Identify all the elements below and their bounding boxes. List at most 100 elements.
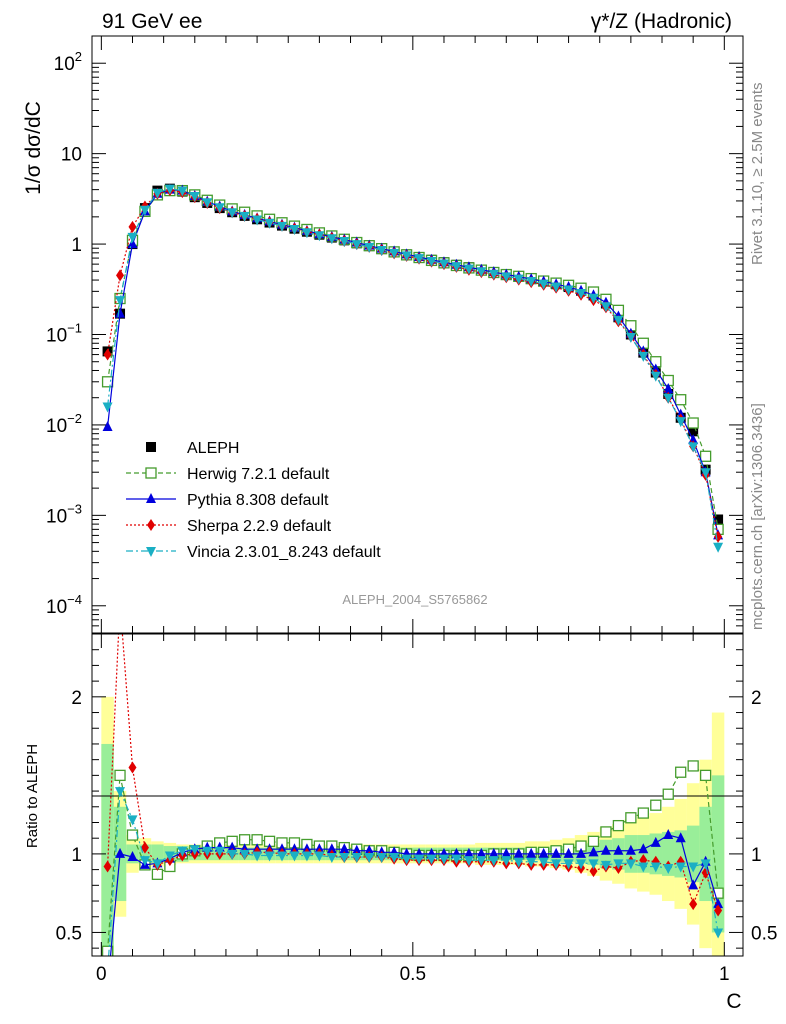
main-y-axis-title: 1/σ dσ/dC: [22, 101, 45, 195]
ratio-point: [588, 846, 599, 857]
ratio-point: [501, 856, 512, 867]
data-point: [526, 277, 537, 288]
legend-item: Pythia 8.308 default: [126, 492, 329, 509]
data-point: [202, 198, 213, 209]
data-point: [314, 231, 325, 242]
ratio-point: [663, 864, 674, 875]
ratio-point: [476, 847, 487, 858]
ratio-point: [587, 835, 600, 847]
ratio-point: [277, 851, 288, 862]
ratio-point: [115, 787, 126, 798]
ratio-point: [128, 761, 137, 774]
ratio-point: [675, 832, 686, 843]
data-point: [252, 215, 263, 226]
legend-label: Vincia 2.3.01_8.243 default: [187, 544, 381, 561]
data-point: [713, 514, 724, 525]
x-tick-label: 1: [719, 964, 730, 985]
ratio-point: [638, 862, 649, 873]
ratio-point: [650, 799, 662, 811]
legend-label: Pythia 8.308 default: [187, 492, 329, 509]
ratio-point: [239, 849, 250, 860]
ratio-point: [152, 859, 163, 870]
ratio-point: [364, 844, 375, 855]
ratio-point: [103, 860, 112, 873]
data-point: [663, 393, 674, 404]
data-point: [189, 192, 200, 203]
watermark: ALEPH_2004_S5765862: [342, 592, 487, 607]
ratio-point: [551, 859, 562, 870]
ratio-point: [139, 856, 150, 867]
ratio-point: [638, 843, 649, 854]
ratio-point: [401, 854, 412, 865]
x-axis-title: C: [726, 990, 741, 1013]
data-point: [389, 248, 400, 259]
data-point: [127, 232, 138, 243]
legend-label: Herwig 7.2.1 default: [187, 466, 330, 483]
data-point: [663, 382, 674, 393]
ratio-y-tick-label: 0.5: [56, 923, 82, 944]
energy-label: 91 GeV ee: [102, 10, 202, 33]
ratio-point: [589, 865, 598, 878]
data-point: [164, 184, 175, 195]
data-point: [152, 188, 163, 199]
ratio-point: [688, 862, 699, 873]
main-frame: [91, 35, 744, 634]
ratio-point: [563, 859, 574, 870]
ratio-point: [488, 856, 499, 867]
data-point: [625, 332, 636, 343]
data-point: [551, 282, 562, 293]
data-point: [513, 274, 524, 285]
data-point: [688, 426, 699, 437]
x-tick-label: 0: [96, 964, 107, 985]
legend-label: Sherpa 2.2.9 default: [187, 518, 332, 535]
ratio-point: [551, 847, 562, 858]
ratio-point: [625, 812, 637, 824]
ratio-point: [526, 847, 537, 858]
data-point: [102, 420, 113, 431]
data-point: [700, 468, 711, 479]
ratio-point: [339, 843, 350, 854]
ratio-y-tick-label-right: 2: [751, 688, 762, 709]
ratio-point: [637, 807, 649, 819]
ratio-axes-layer: 0.5 0.5 1 1 2 2 0 0.5 1: [56, 633, 777, 985]
main-plot-panel: 102 10 1 10−1 10−2 10−3 10−4 ALEPH_2004_S57658…: [46, 35, 744, 634]
data-point: [613, 315, 624, 326]
data-point: [401, 251, 412, 262]
ratio-y-tick-label: 1: [71, 845, 82, 866]
ratio-point: [600, 844, 611, 855]
data-point: [563, 285, 574, 296]
data-point: [127, 238, 138, 249]
y-tick-label: 10−1: [46, 321, 82, 347]
ratio-plot-panel: 0.5 0.5 1 1 2 2 0 0.5 1: [56, 633, 777, 985]
data-point: [301, 228, 312, 239]
data-point: [116, 269, 125, 282]
ratio-point: [699, 769, 712, 782]
legend-item: Sherpa 2.2.9 default: [126, 518, 332, 535]
ratio-point: [563, 847, 574, 858]
ratio-point: [526, 857, 537, 868]
data-point: [102, 402, 113, 413]
ratio-point: [127, 851, 138, 862]
data-point: [501, 272, 512, 283]
ratio-point: [613, 859, 624, 870]
ratio-point: [501, 847, 512, 858]
data-point: [177, 186, 188, 197]
ratio-point: [600, 860, 611, 871]
ratio-point: [351, 844, 362, 855]
ratio-point: [115, 847, 126, 858]
legend: ALEPH Herwig 7.2.1 default Pythia 8.308 de…: [126, 440, 381, 561]
ratio-point: [513, 857, 524, 868]
data-point: [128, 220, 137, 233]
ratio-point: [600, 826, 612, 838]
legend-item: ALEPH: [146, 440, 239, 457]
y-tick-label: 1: [71, 235, 82, 256]
legend-marker: [147, 519, 155, 531]
ratio-point: [625, 859, 636, 870]
data-point: [227, 208, 238, 219]
ratio-point: [662, 788, 674, 800]
data-point: [600, 302, 611, 313]
y-tick-label: 10−4: [46, 592, 82, 618]
data-point: [103, 348, 112, 361]
data-point: [214, 203, 225, 214]
